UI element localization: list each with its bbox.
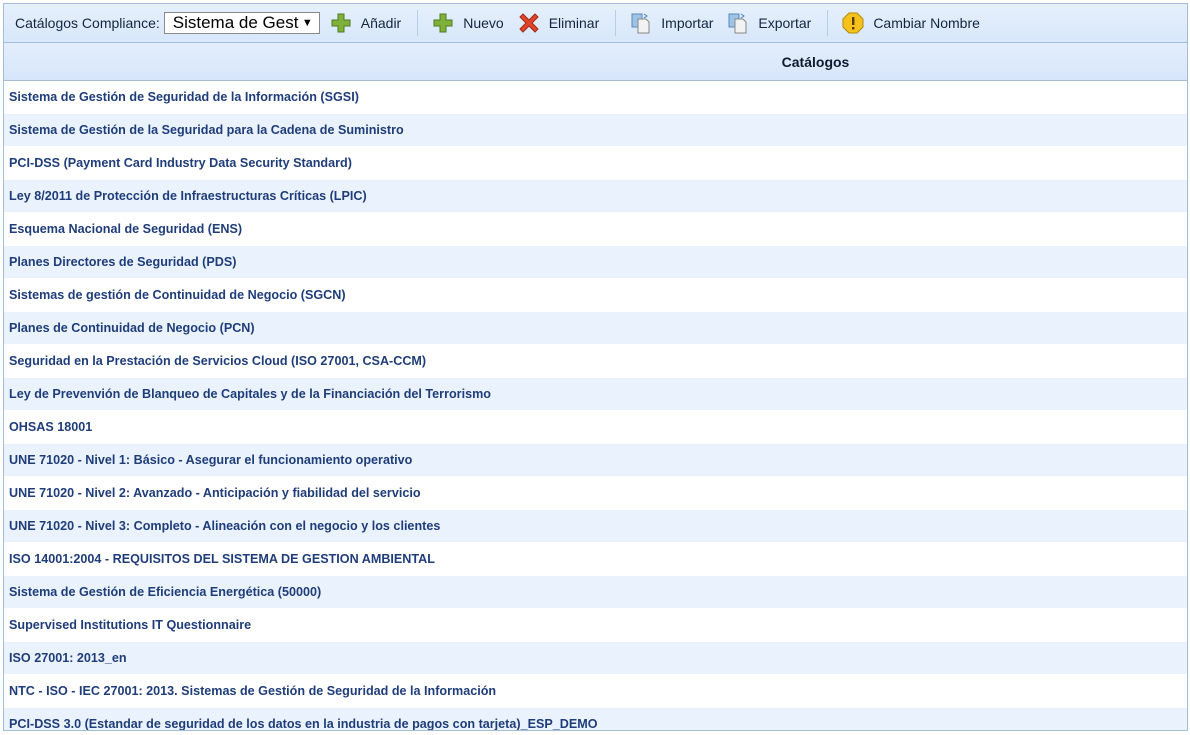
import-button[interactable]: Importar xyxy=(630,12,713,34)
table-row[interactable]: UNE 71020 - Nivel 3: Completo - Alineaci… xyxy=(4,510,1187,543)
table-row[interactable]: ISO 27001: 2013_en xyxy=(4,642,1187,675)
toolbar-divider xyxy=(615,10,617,36)
table-row[interactable]: Ley de Prevenvión de Blanqueo de Capital… xyxy=(4,378,1187,411)
plus-icon xyxy=(330,12,352,34)
table-row[interactable]: Supervised Institutions IT Questionnaire xyxy=(4,609,1187,642)
table-row[interactable]: Planes Directores de Seguridad (PDS) xyxy=(4,246,1187,279)
table-row[interactable]: UNE 71020 - Nivel 1: Básico - Asegurar e… xyxy=(4,444,1187,477)
table-row[interactable]: ISO 14001:2004 - REQUISITOS DEL SISTEMA … xyxy=(4,543,1187,576)
table-row[interactable]: PCI-DSS (Payment Card Industry Data Secu… xyxy=(4,147,1187,180)
import-icon xyxy=(630,12,652,34)
table-row[interactable]: PCI-DSS 3.0 (Estandar de seguridad de lo… xyxy=(4,708,1187,730)
catalogs-panel: Catálogos Compliance: Sistema de Gest ▼ … xyxy=(3,3,1188,731)
import-button-label: Importar xyxy=(661,15,714,31)
rename-button[interactable]: Cambiar Nombre xyxy=(842,12,980,34)
table-row[interactable]: Seguridad en la Prestación de Servicios … xyxy=(4,345,1187,378)
table-row[interactable]: Ley 8/2011 de Protección de Infraestruct… xyxy=(4,180,1187,213)
table-row[interactable]: Sistemas de gestión de Continuidad de Ne… xyxy=(4,279,1187,312)
catalog-select[interactable]: Sistema de Gest ▼ xyxy=(163,12,320,34)
table-row[interactable]: NTC - ISO - IEC 27001: 2013. Sistemas de… xyxy=(4,675,1187,708)
warning-icon xyxy=(842,12,864,34)
delete-button[interactable]: Eliminar xyxy=(518,12,600,34)
catalog-select-value: Sistema de Gest xyxy=(172,13,299,32)
rename-button-label: Cambiar Nombre xyxy=(873,15,980,31)
plus-icon xyxy=(432,12,454,34)
column-header-catalogs[interactable]: Catálogos xyxy=(4,43,1187,81)
catalog-select-label: Catálogos Compliance: xyxy=(15,15,160,31)
table-row[interactable]: Planes de Continuidad de Negocio (PCN) xyxy=(4,312,1187,345)
add-button-label: Añadir xyxy=(360,15,402,31)
table-row[interactable]: UNE 71020 - Nivel 2: Avanzado - Anticipa… xyxy=(4,477,1187,510)
table-row[interactable]: Sistema de Gestión de Seguridad de la In… xyxy=(4,81,1187,114)
toolbar-divider xyxy=(417,10,419,36)
add-button[interactable]: Añadir xyxy=(330,12,401,34)
table-row[interactable]: Sistema de Gestión de la Seguridad para … xyxy=(4,114,1187,147)
new-button-label: Nuevo xyxy=(463,15,504,31)
export-button-label: Exportar xyxy=(758,15,812,31)
table-row[interactable]: Esquema Nacional de Seguridad (ENS) xyxy=(4,213,1187,246)
catalog-list: Sistema de Gestión de Seguridad de la In… xyxy=(4,81,1187,730)
new-button[interactable]: Nuevo xyxy=(432,12,504,34)
toolbar: Catálogos Compliance: Sistema de Gest ▼ … xyxy=(4,4,1187,43)
toolbar-divider xyxy=(827,10,829,36)
export-button[interactable]: Exportar xyxy=(727,12,811,34)
delete-button-label: Eliminar xyxy=(548,15,600,31)
table-row[interactable]: OHSAS 18001 xyxy=(4,411,1187,444)
dropdown-arrow-icon: ▼ xyxy=(301,17,313,29)
delete-x-icon xyxy=(518,12,540,34)
table-row[interactable]: Sistema de Gestión de Eficiencia Energét… xyxy=(4,576,1187,609)
export-icon xyxy=(727,12,749,34)
